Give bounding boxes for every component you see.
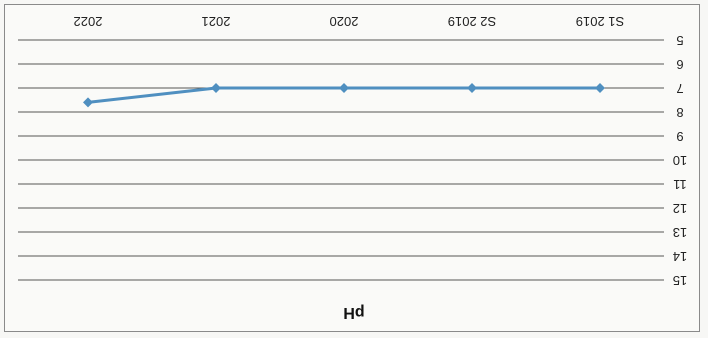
data-point-marker <box>467 83 477 93</box>
data-point-marker <box>595 83 605 93</box>
x-tick-label: 2022 <box>74 14 103 29</box>
y-axis-tick-labels: 5 6 7 8 9 10 11 12 13 14 15 <box>673 33 687 288</box>
x-axis-tick-labels: S1 2019 S2 2019 2020 2021 2022 <box>74 14 625 29</box>
data-point-marker <box>211 83 221 93</box>
grid-lines <box>18 39 664 281</box>
x-tick-label: 2021 <box>202 14 231 29</box>
y-tick-label: 9 <box>676 129 683 144</box>
y-tick-label: 11 <box>673 177 687 192</box>
series-line-segment <box>86 86 218 104</box>
data-point-marker <box>339 83 349 93</box>
y-tick-label: 7 <box>676 81 683 96</box>
y-tick-label: 12 <box>673 201 687 216</box>
data-point-marker <box>83 97 93 108</box>
y-tick-label: 5 <box>676 33 683 48</box>
y-tick-label: 6 <box>676 57 683 72</box>
x-tick-label: 2020 <box>330 14 359 29</box>
y-tick-label: 13 <box>673 225 687 240</box>
y-tick-label: 14 <box>673 249 687 264</box>
y-tick-label: 15 <box>673 273 687 288</box>
x-tick-label: S1 2019 <box>576 14 624 29</box>
series-layer <box>83 83 605 108</box>
chart-title: pH <box>343 304 364 321</box>
x-tick-label: S2 2019 <box>448 14 496 29</box>
chart-frame <box>4 4 700 332</box>
y-tick-label: 10 <box>673 153 687 168</box>
y-tick-label: 8 <box>676 105 683 120</box>
